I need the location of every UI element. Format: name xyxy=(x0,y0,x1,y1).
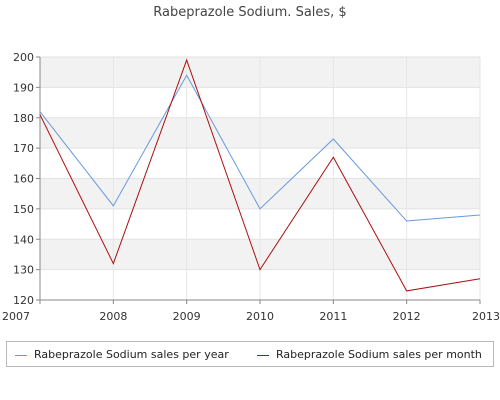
x-tick-label: 2008 xyxy=(99,310,127,323)
series-lines xyxy=(39,58,481,292)
x-tick-label: 2007 xyxy=(2,310,30,323)
y-tick-label: 130 xyxy=(13,264,34,277)
x-tick-label: 2009 xyxy=(173,310,201,323)
y-tick-label: 150 xyxy=(13,203,34,216)
legend-swatch-yearly xyxy=(15,354,27,356)
x-tick-label: 2012 xyxy=(393,310,421,323)
x-tick-label: 2010 xyxy=(246,310,274,323)
chart-title: Rabeprazole Sodium. Sales, $ xyxy=(153,5,347,20)
y-tick-label: 200 xyxy=(13,51,34,64)
axes xyxy=(36,57,480,304)
y-tick-label: 190 xyxy=(13,81,34,94)
y-tick-label: 120 xyxy=(13,294,34,307)
legend-item-monthly: Rabeprazole Sodium sales per month xyxy=(257,348,482,361)
legend-swatch-monthly xyxy=(257,354,269,356)
y-axis-ticks: 120 130 140 150 160 170 180 190 200 xyxy=(13,51,40,307)
legend-label-monthly: Rabeprazole Sodium sales per month xyxy=(276,348,482,361)
legend-item-yearly: Rabeprazole Sodium sales per year xyxy=(15,348,229,361)
series-line-0 xyxy=(39,74,481,222)
series-line-1 xyxy=(39,58,481,292)
legend-label-yearly: Rabeprazole Sodium sales per year xyxy=(34,348,229,361)
x-tick-label: 2011 xyxy=(319,310,347,323)
y-tick-label: 140 xyxy=(13,233,34,246)
y-tick-label: 170 xyxy=(13,142,34,155)
x-tick-label: 2013 xyxy=(472,310,500,323)
y-tick-label: 160 xyxy=(13,173,34,186)
legend: Rabeprazole Sodium sales per year Rabepr… xyxy=(6,341,494,367)
y-tick-label: 180 xyxy=(13,112,34,125)
x-axis-ticks: 2007 2008 2009 2010 2011 2012 2013 xyxy=(2,300,500,323)
